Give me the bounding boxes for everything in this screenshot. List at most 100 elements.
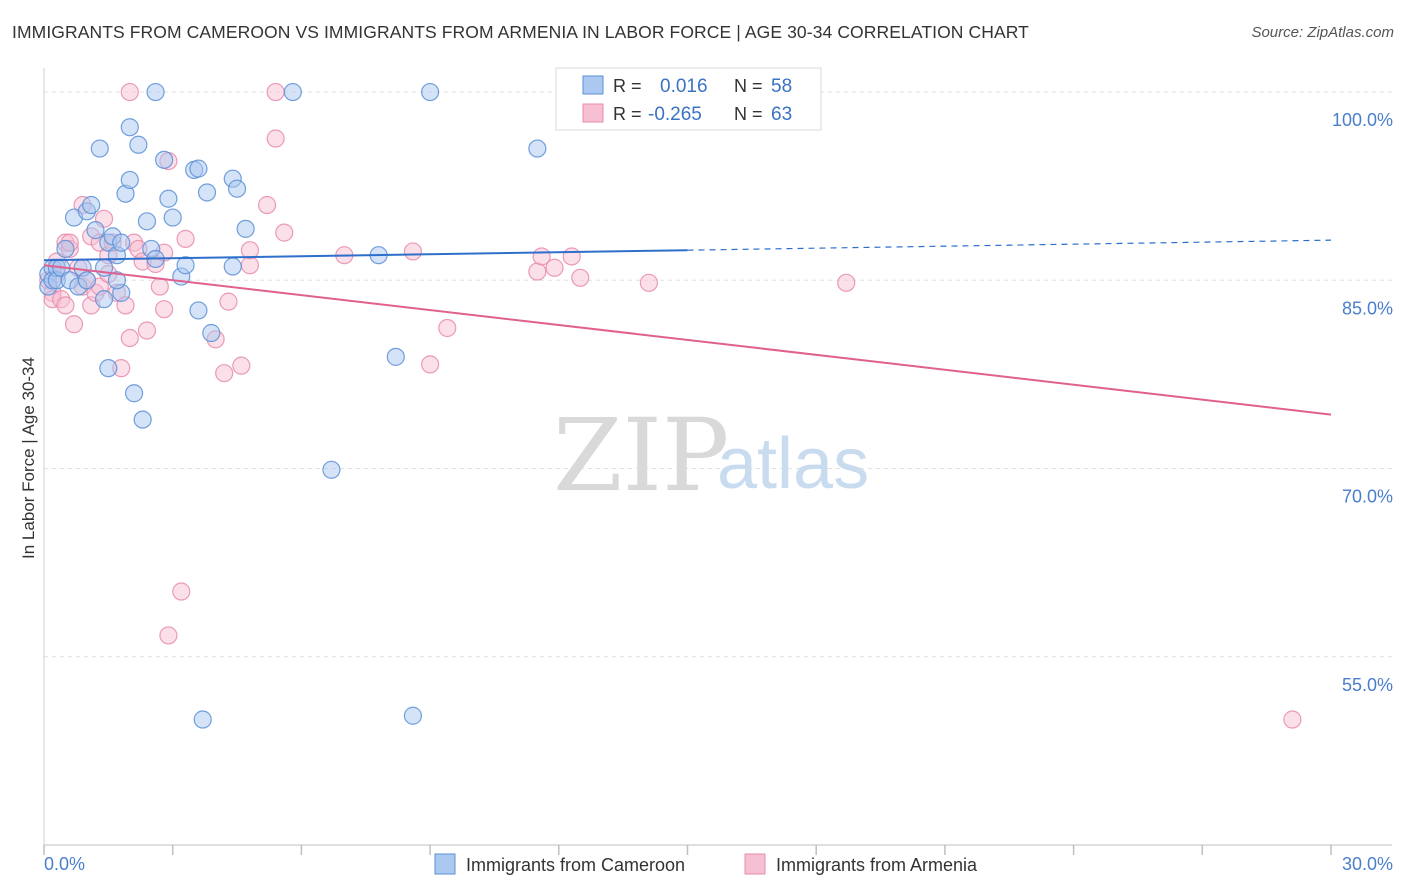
x-tick-label-min: 0.0% — [44, 854, 85, 874]
series-legend-swatch-armenia — [744, 853, 766, 875]
data-point-cameroon — [227, 179, 247, 198]
trend-line-armenia — [43, 264, 1332, 416]
series-legend-swatch-cameroon — [434, 853, 456, 875]
stats-legend-swatch-armenia — [582, 103, 604, 123]
gridlines — [44, 91, 1392, 658]
watermark: ZIP atlas — [553, 397, 869, 514]
data-point-armenia — [155, 300, 174, 319]
axes — [43, 68, 1392, 855]
data-point-armenia — [275, 223, 294, 242]
data-point-cameroon — [163, 208, 182, 227]
data-point-armenia — [215, 364, 234, 383]
source-credit: Source: ZipAtlas.com — [1251, 24, 1394, 41]
data-point-cameroon — [56, 239, 75, 259]
data-point-armenia — [545, 258, 564, 277]
stats-legend-r-label-cameroon: R = — [613, 76, 642, 96]
data-point-armenia — [172, 582, 191, 601]
data-point-cameroon — [133, 410, 152, 429]
data-point-cameroon — [82, 195, 101, 215]
chart-title: IMMIGRANTS FROM CAMEROON VS IMMIGRANTS F… — [12, 22, 1029, 42]
data-point-cameroon — [176, 256, 195, 275]
data-point-armenia — [150, 277, 169, 296]
data-point-cameroon — [94, 290, 114, 309]
data-point-cameroon — [137, 212, 157, 231]
data-point-cameroon — [386, 347, 405, 366]
data-point-cameroon — [159, 189, 178, 208]
data-point-armenia — [562, 247, 581, 266]
data-point-armenia — [240, 256, 260, 275]
data-point-cameroon — [99, 359, 118, 378]
data-point-cameroon — [193, 710, 212, 729]
data-point-armenia — [571, 268, 590, 287]
data-point-armenia — [137, 321, 157, 340]
data-point-cameroon — [120, 170, 139, 190]
data-point-cameroon — [120, 118, 139, 137]
data-point-cameroon — [197, 183, 217, 202]
data-point-cameroon — [112, 233, 131, 252]
data-point-armenia — [159, 626, 178, 645]
y-axis-title: In Labor Force | Age 30-34 — [19, 357, 38, 559]
data-point-cameroon — [403, 706, 423, 725]
data-point-armenia — [64, 315, 84, 334]
watermark-atlas: atlas — [717, 424, 869, 504]
data-point-cameroon — [236, 219, 255, 238]
stats-legend-r-label-armenia: R = — [613, 104, 642, 124]
data-point-armenia — [639, 273, 658, 292]
data-point-armenia — [837, 273, 856, 292]
data-point-armenia — [120, 328, 139, 348]
y-tick-label: 55.0% — [1342, 675, 1393, 695]
data-point-armenia — [438, 318, 457, 338]
stats-legend-swatch-cameroon — [582, 75, 604, 95]
data-point-armenia — [421, 355, 440, 374]
y-tick-label: 70.0% — [1342, 487, 1393, 507]
data-point-cameroon — [189, 159, 208, 178]
data-points — [39, 82, 1302, 729]
x-tick-label-max: 30.0% — [1342, 854, 1393, 874]
stats-legend: R = 0.016 N = 58 R = -0.265 N = 63 — [555, 67, 822, 131]
data-point-armenia — [528, 262, 547, 281]
data-point-armenia — [266, 129, 285, 148]
series-legend-label-armenia: Immigrants from Armenia — [776, 855, 978, 875]
watermark-zip: ZIP — [553, 397, 729, 514]
data-point-armenia — [56, 296, 75, 315]
data-point-cameroon — [155, 150, 174, 169]
data-point-cameroon — [86, 221, 105, 240]
y-tick-label: 85.0% — [1342, 298, 1393, 318]
data-point-cameroon — [189, 301, 208, 320]
data-point-armenia — [257, 195, 277, 215]
data-point-cameroon — [146, 82, 165, 102]
data-point-armenia — [266, 82, 285, 102]
stats-legend-r-value-armenia: -0.265 — [648, 104, 702, 125]
series-legend: Immigrants from Cameroon Immigrants from… — [434, 853, 978, 875]
y-tick-label: 100.0% — [1332, 110, 1393, 130]
stats-legend-n-value-armenia: 63 — [771, 104, 792, 125]
trend-line-cameroon — [43, 249, 688, 262]
data-point-armenia — [232, 356, 251, 375]
data-point-cameroon — [124, 384, 144, 403]
data-point-armenia — [219, 292, 238, 311]
series-legend-label-cameroon: Immigrants from Cameroon — [466, 855, 685, 875]
data-point-armenia — [1283, 710, 1302, 729]
data-point-cameroon — [129, 135, 148, 154]
data-point-cameroon — [283, 82, 302, 102]
data-point-armenia — [120, 82, 139, 102]
trend-lines — [43, 239, 1332, 416]
stats-legend-r-value-cameroon: 0.016 — [660, 76, 708, 97]
trend-line-extension-cameroon — [687, 239, 1332, 251]
data-point-cameroon — [528, 139, 547, 158]
data-point-cameroon — [421, 82, 440, 102]
stats-legend-n-value-cameroon: 58 — [771, 76, 792, 97]
data-point-cameroon — [90, 139, 109, 158]
data-point-cameroon — [202, 323, 221, 343]
data-point-armenia — [403, 242, 423, 261]
stats-legend-n-label-armenia: N = — [734, 104, 763, 124]
data-point-cameroon — [77, 271, 97, 290]
stats-legend-n-label-cameroon: N = — [734, 76, 763, 96]
y-tick-labels: 55.0% 70.0% 85.0% 100.0% — [1332, 110, 1393, 695]
data-point-armenia — [240, 241, 260, 260]
data-point-cameroon — [223, 257, 242, 276]
data-point-cameroon — [322, 460, 341, 479]
data-point-cameroon — [107, 271, 127, 290]
data-point-armenia — [176, 229, 195, 248]
